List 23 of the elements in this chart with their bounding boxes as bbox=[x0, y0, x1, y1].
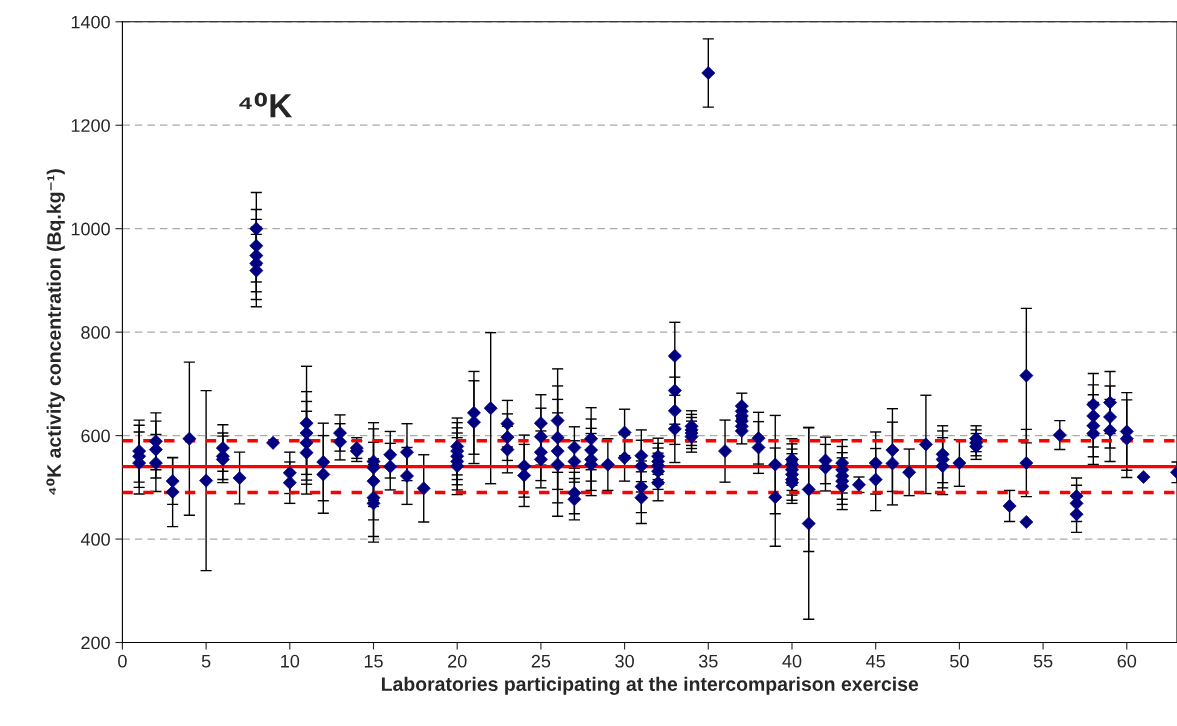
annotation: ⁴⁰K bbox=[239, 92, 293, 118]
x-tick-label: 20 bbox=[448, 654, 467, 668]
x-tick-label: 55 bbox=[1033, 654, 1053, 668]
x-tick-label: 25 bbox=[531, 654, 551, 668]
y-tick-label: 800 bbox=[81, 326, 110, 339]
x-tick-label: 15 bbox=[364, 654, 383, 668]
x-tick-label: 50 bbox=[950, 654, 969, 668]
x-tick-label: 60 bbox=[1117, 654, 1137, 668]
x-tick-label: 45 bbox=[866, 654, 885, 668]
y-tick-label: 400 bbox=[80, 532, 110, 546]
y-tick-label: 200 bbox=[81, 636, 110, 650]
x-tick-label: 30 bbox=[615, 654, 634, 668]
x-tick-label: 35 bbox=[698, 654, 718, 668]
y-tick-label: 1400 bbox=[71, 15, 110, 29]
x-tick-label: 5 bbox=[201, 654, 211, 668]
y-axis-title: ⁴⁰K activity concentration (Bq.kg⁻¹) bbox=[46, 169, 65, 495]
x-tick-label: 10 bbox=[281, 654, 300, 668]
x-axis-title: Laboratories participating at the intercomparison exercise bbox=[381, 676, 919, 695]
y-tick-label: 1200 bbox=[71, 119, 110, 132]
y-tick-label: 1000 bbox=[71, 222, 110, 236]
y-tick-label: 600 bbox=[81, 429, 110, 443]
x-tick-label: 40 bbox=[782, 654, 802, 668]
x-tick-label: 0 bbox=[118, 654, 127, 668]
